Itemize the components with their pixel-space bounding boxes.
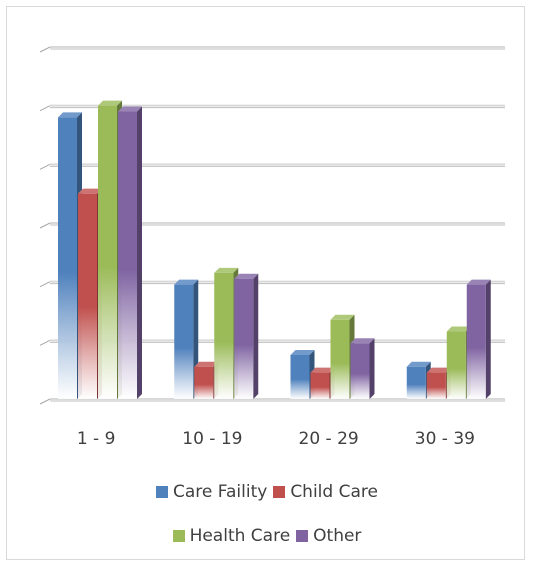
bar-top	[58, 112, 82, 118]
bar-top	[446, 326, 471, 332]
bar-top	[350, 338, 375, 344]
legend-swatch-care-faility	[156, 486, 169, 498]
bar-care-faility-0	[58, 117, 77, 400]
legend-label-care-faility: Care Faility	[173, 482, 268, 502]
bar-health-care-0	[98, 105, 117, 400]
x-tick-label: 30 - 39	[415, 429, 475, 449]
bar-other-0	[118, 111, 137, 400]
bar-top	[78, 188, 102, 194]
bar-top	[426, 367, 451, 373]
gridline-depth	[39, 46, 51, 53]
gridline-depth	[39, 222, 51, 229]
gridline-depth	[39, 339, 51, 346]
legend-item-health-care: Health Care	[172, 526, 291, 546]
legend: Care Faility Child Care Health Care Othe…	[0, 477, 534, 551]
bar-other-2	[350, 343, 370, 399]
bar-side	[369, 338, 375, 399]
bar-side	[137, 106, 142, 400]
bar-care-faility-3	[406, 366, 426, 399]
gridline-depth	[39, 105, 51, 112]
legend-label-child-care: Child Care	[290, 482, 378, 502]
legend-item-care-faility: Care Faility	[156, 482, 267, 502]
bar-child-care-0	[78, 193, 97, 399]
legend-swatch-health-care	[172, 530, 185, 542]
legend-swatch-child-care	[273, 486, 286, 498]
bar-health-care-1	[214, 272, 234, 399]
legend-swatch-other	[296, 530, 309, 542]
bar-care-faility-2	[290, 355, 310, 399]
x-tick-label: 1 - 9	[77, 429, 116, 449]
x-tick-label: 10 - 19	[182, 429, 242, 449]
legend-row-1: Care Faility Child Care	[0, 477, 534, 507]
bar-top	[310, 367, 335, 373]
legend-label-health-care: Health Care	[189, 526, 291, 546]
bar-top	[466, 279, 491, 285]
legend-item-other: Other	[296, 526, 361, 546]
legend-row-2: Health Care Other	[0, 521, 534, 551]
bar-side	[253, 273, 259, 399]
gridline-depth	[39, 163, 51, 170]
bar-top	[118, 106, 142, 112]
bar-other-3	[466, 284, 486, 399]
bar-top	[234, 273, 259, 279]
bar-care-faility-1	[174, 284, 194, 399]
x-tick-label: 20 - 29	[299, 429, 359, 449]
bar-health-care-2	[330, 319, 350, 399]
bar-top	[330, 314, 355, 320]
bar-top	[290, 350, 315, 355]
legend-label-other: Other	[313, 526, 362, 546]
bar-health-care-3	[446, 331, 466, 399]
bar-child-care-1	[194, 366, 214, 399]
bar-side	[485, 279, 491, 399]
bar-top	[174, 279, 199, 285]
bar-other-1	[234, 278, 254, 399]
legend-item-child-care: Child Care	[273, 482, 378, 502]
bar-top	[98, 100, 122, 106]
bar-top	[406, 361, 431, 367]
gridline-depth	[39, 398, 51, 405]
bar-top	[214, 267, 239, 273]
bar-child-care-2	[310, 372, 330, 399]
bar-top	[194, 361, 219, 367]
gridline-depth	[39, 281, 51, 288]
bar-child-care-3	[426, 372, 446, 399]
